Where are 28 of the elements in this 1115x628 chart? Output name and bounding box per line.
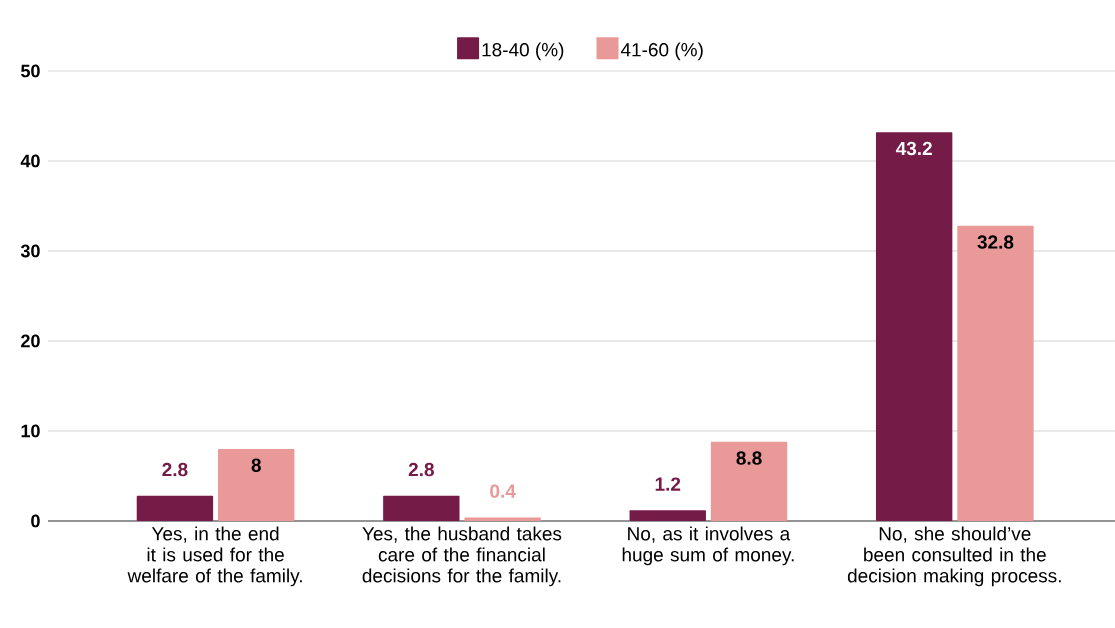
y-tick-label: 30 xyxy=(20,244,40,258)
x-tick-label: Yes, the husband takes care of the financial decisions for the family. xyxy=(362,526,562,587)
y-tick-label: 40 xyxy=(20,154,40,168)
data-label: 8.8 xyxy=(736,451,762,465)
x-tick-label: No, as it involves a huge sum of money. xyxy=(622,526,794,566)
x-tick-label: Yes, in the end it is used for the welfare of the family. xyxy=(127,526,302,587)
x-tick-label: No, she should’ve been consulted in the decision making process. xyxy=(847,526,1061,587)
bar xyxy=(875,132,953,521)
y-tick-label: 0 xyxy=(31,514,40,528)
data-label: 32.8 xyxy=(977,235,1014,249)
legend-label: 18-40 (%) xyxy=(482,42,564,61)
bar xyxy=(383,495,460,521)
bar xyxy=(218,448,295,521)
data-label: 43.2 xyxy=(895,141,932,156)
data-label: 2.8 xyxy=(408,462,434,477)
y-tick-label: 50 xyxy=(21,64,40,78)
y-tick-label: 10 xyxy=(21,424,40,438)
data-label: 2.8 xyxy=(162,462,188,477)
bar xyxy=(136,495,214,521)
bar xyxy=(464,517,541,521)
bar xyxy=(710,441,788,521)
data-label: 8 xyxy=(251,458,261,472)
bar xyxy=(957,225,1034,521)
data-label: 1.2 xyxy=(655,477,681,491)
data-label: 0.4 xyxy=(490,484,516,498)
legend-label: 41-60 (%) xyxy=(620,42,703,61)
y-tick-label: 20 xyxy=(21,334,40,348)
bar xyxy=(629,510,706,521)
